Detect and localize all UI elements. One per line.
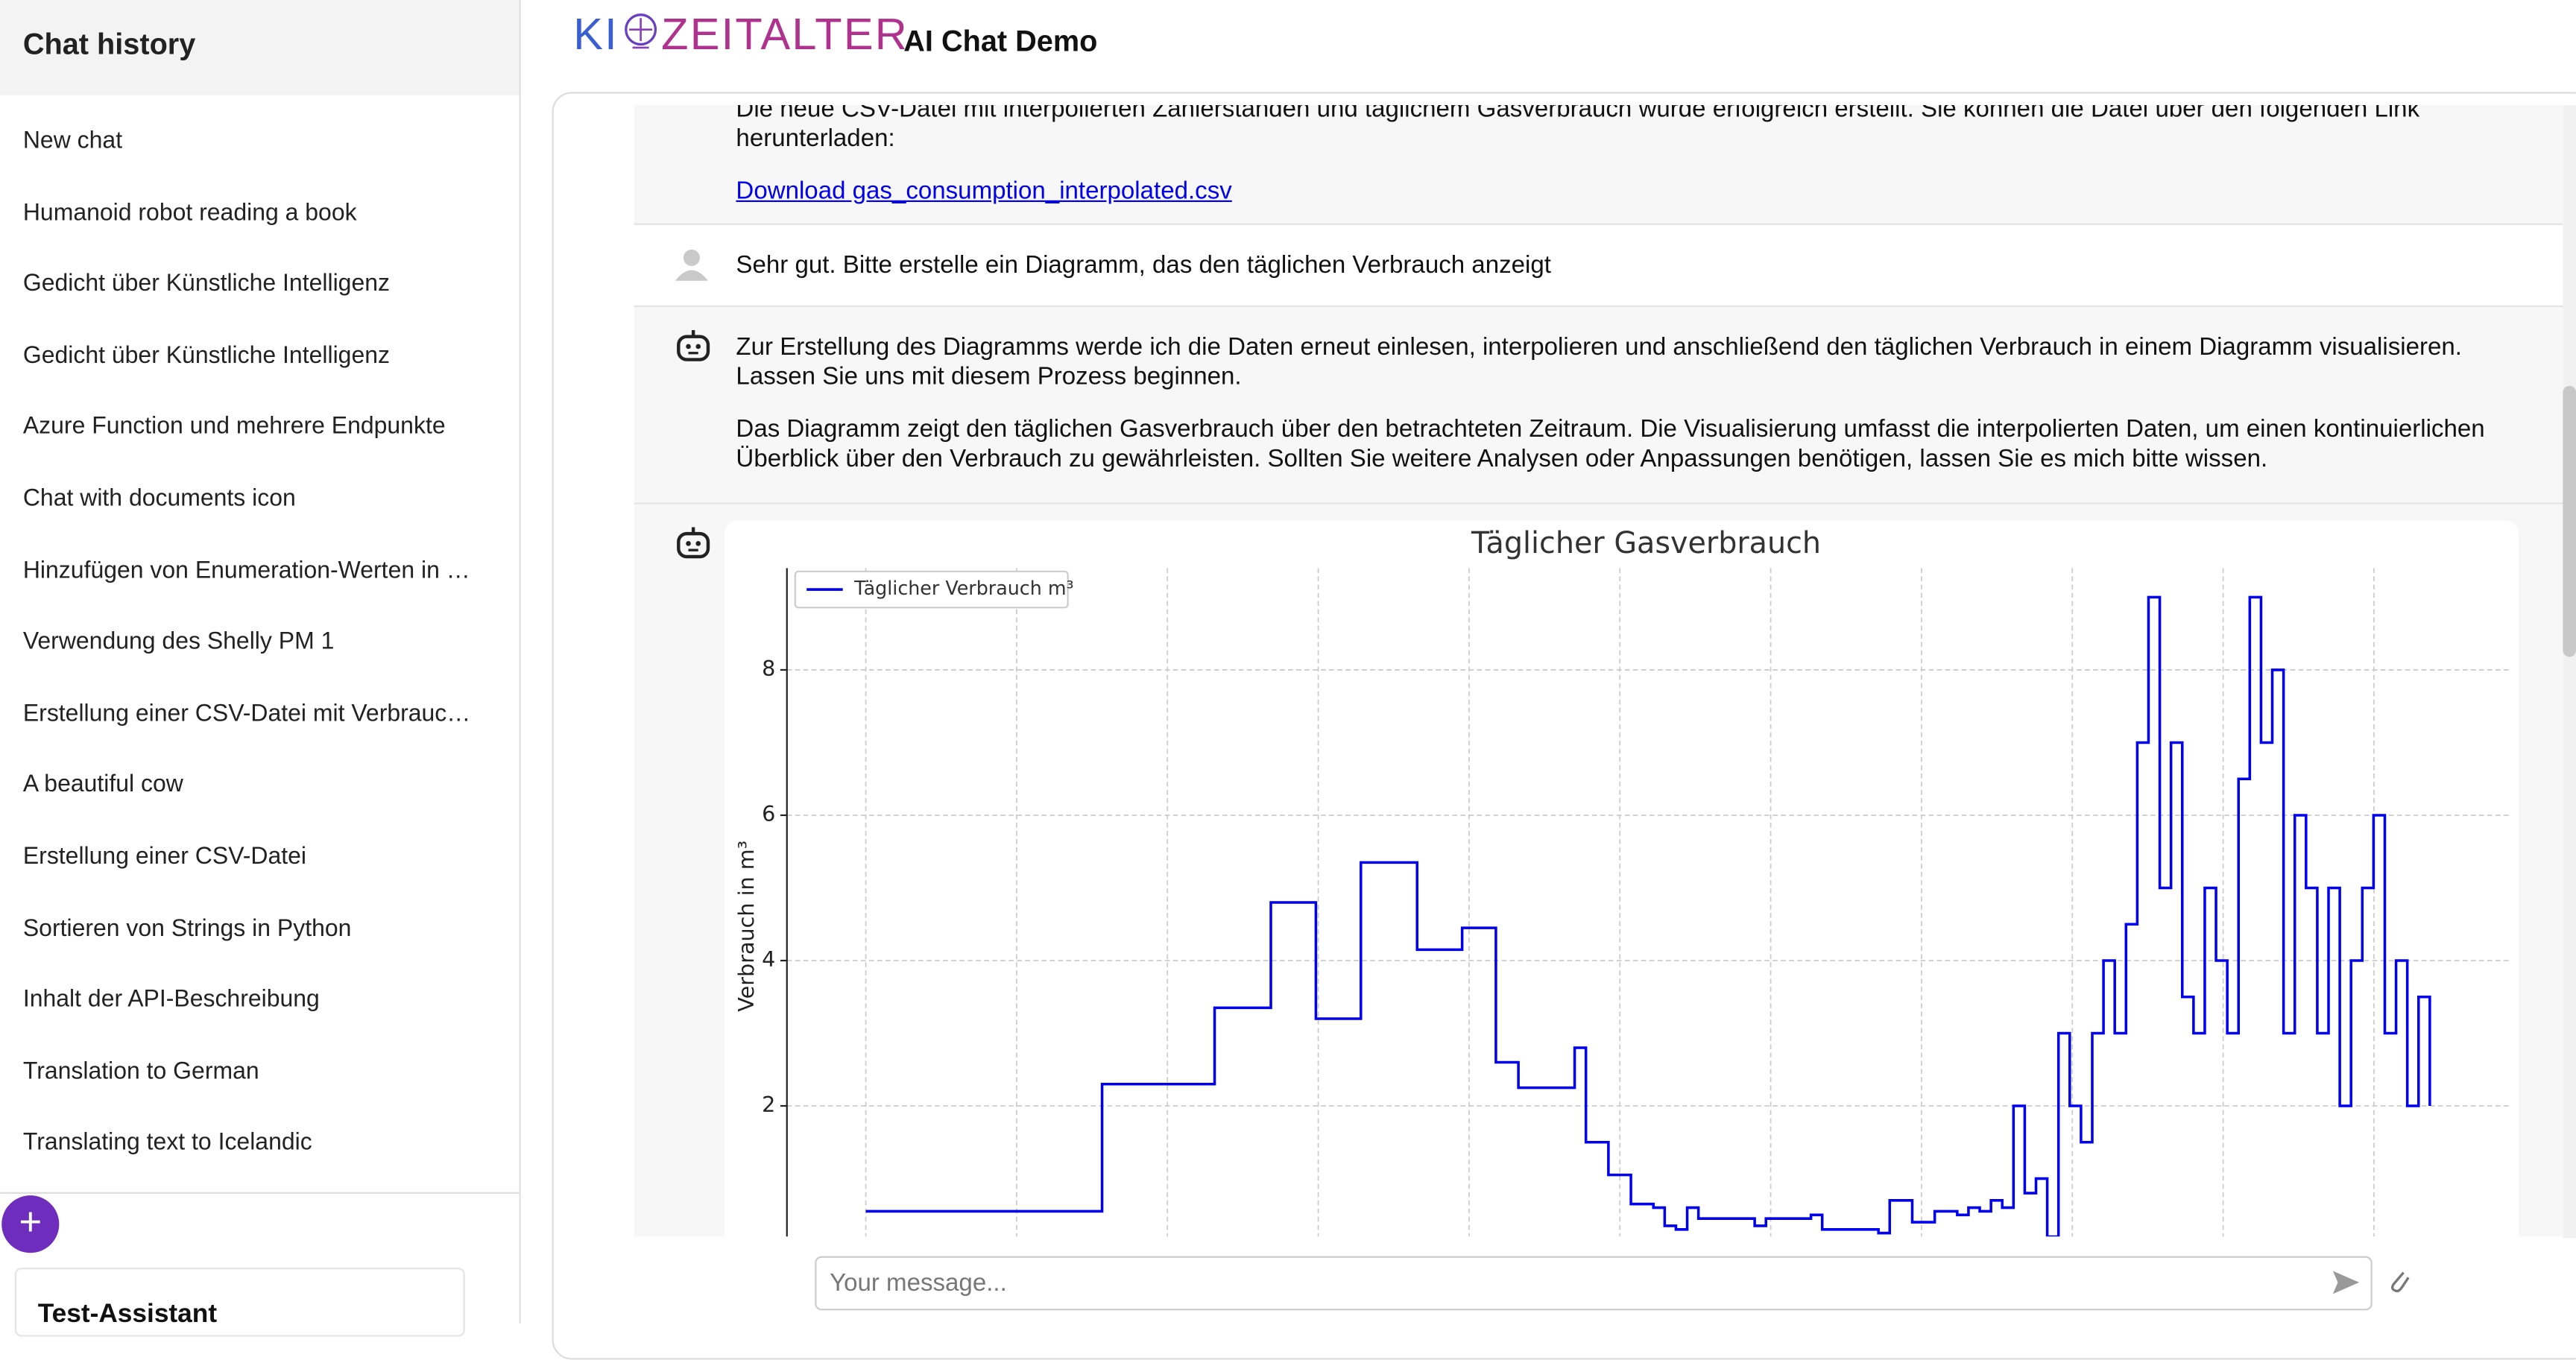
attach-icon[interactable] — [2385, 1266, 2411, 1296]
logo-zeitalter: ZEITALTER — [661, 10, 909, 60]
chat-item[interactable]: A beautiful cow — [22, 772, 183, 799]
assistant-message: Täglicher Gasverbrauch Verbrauch in m³ 2… — [634, 502, 2563, 1237]
assistant-message: Die neue CSV-Datei mit interpolierten Zä… — [634, 105, 2563, 225]
message-text: Zur Erstellung des Diagramms werde ich d… — [736, 333, 2518, 497]
message-list: Die neue CSV-Datei mit interpolierten Zä… — [554, 105, 2563, 1237]
sidebar-title: Chat history — [22, 28, 196, 61]
chat-item[interactable]: Translation to German — [22, 1058, 259, 1086]
scrollbar — [2563, 105, 2576, 1239]
chat-item[interactable]: Hinzufügen von Enumeration-Werten in … — [22, 557, 470, 584]
chart: Täglicher Gasverbrauch Verbrauch in m³ 2… — [724, 520, 2519, 1237]
bot-avatar — [677, 329, 710, 361]
chat-item[interactable]: Gedicht über Künstliche Intelligenz — [22, 343, 390, 370]
assistant-message: Zur Erstellung des Diagramms werde ich d… — [634, 305, 2563, 505]
app-title: AI Chat Demo — [903, 25, 1098, 58]
chat-item[interactable]: Inhalt der API-Beschreibung — [22, 987, 320, 1013]
message-text: Die neue CSV-Datei mit interpolierten Zä… — [736, 105, 2518, 207]
send-icon[interactable] — [2332, 1269, 2361, 1295]
scrollbar-thumb[interactable] — [2563, 385, 2576, 657]
download-link[interactable]: Download gas_consumption_interpolated.cs… — [736, 177, 1232, 206]
logo: KI ZEITALTER — [573, 10, 909, 60]
sidebar-header — [0, 0, 520, 95]
legend-label: Täglicher Verbrauch m³ — [853, 577, 1074, 599]
y-tick-label: 6 — [762, 801, 775, 826]
chat-item[interactable]: Sortieren von Strings in Python — [22, 915, 352, 942]
assistant-card[interactable]: Test-Assistant — [14, 1268, 465, 1337]
message-input[interactable]: Your message... — [815, 1256, 2373, 1311]
paragraph: Die neue CSV-Datei mit interpolierten Zä… — [736, 105, 2420, 153]
bot-avatar — [677, 527, 710, 559]
chat-item[interactable]: Humanoid robot reading a book — [22, 199, 357, 227]
y-axis-label: Verbrauch in m³ — [733, 841, 759, 1012]
chart-title: Täglicher Gasverbrauch — [1471, 526, 1821, 560]
chat-item[interactable]: Chat with documents icon — [22, 486, 296, 513]
chat-item[interactable]: Translating text to Icelandic — [22, 1130, 312, 1157]
assistant-name: Test-Assistant — [37, 1300, 218, 1329]
chat-item[interactable]: Azure Function und mehrere Endpunkte — [22, 414, 446, 441]
paragraph: Zur Erstellung des Diagramms werde ich d… — [736, 333, 2462, 391]
message-text: Sehr gut. Bitte erstelle ein Diagramm, d… — [736, 251, 1551, 279]
user-avatar — [675, 249, 708, 281]
chat-item[interactable]: Gedicht über Künstliche Intelligenz — [22, 271, 390, 298]
y-tick-label: 4 — [762, 946, 775, 972]
y-tick-label: 8 — [762, 656, 775, 681]
chat-item[interactable]: Erstellung einer CSV-Datei mit Verbrauc… — [22, 700, 471, 727]
y-tick-label: 2 — [762, 1092, 775, 1117]
chat-item[interactable]: Erstellung einer CSV-Datei — [22, 844, 307, 870]
logo-icon — [624, 13, 657, 49]
input-placeholder: Your message... — [830, 1269, 1007, 1297]
chat-item[interactable]: Verwendung des Shelly PM 1 — [22, 629, 335, 656]
new-chat-button[interactable]: + — [1, 1195, 60, 1253]
paragraph: Das Diagramm zeigt den täglichen Gasverb… — [736, 415, 2485, 473]
divider — [0, 1192, 520, 1194]
line — [865, 595, 2431, 1237]
sidebar: Chat history New chat Humanoid robot read… — [0, 0, 521, 1337]
chat-item[interactable]: New chat — [22, 127, 123, 155]
user-message: Sehr gut. Bitte erstelle ein Diagramm, d… — [634, 223, 2563, 307]
logo-ki: KI — [573, 10, 619, 60]
legend-box — [794, 570, 1069, 609]
